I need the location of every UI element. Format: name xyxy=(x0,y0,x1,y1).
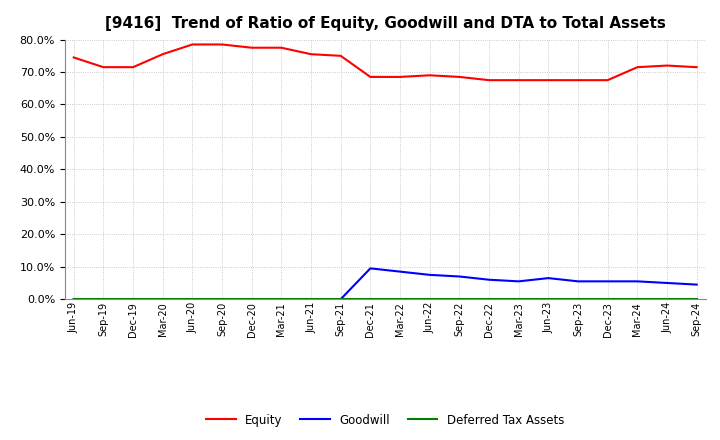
Deferred Tax Assets xyxy=(277,297,286,302)
Deferred Tax Assets xyxy=(485,297,493,302)
Equity xyxy=(603,77,612,83)
Equity xyxy=(574,77,582,83)
Equity xyxy=(158,51,167,57)
Deferred Tax Assets xyxy=(396,297,405,302)
Goodwill xyxy=(426,272,434,278)
Deferred Tax Assets xyxy=(426,297,434,302)
Legend: Equity, Goodwill, Deferred Tax Assets: Equity, Goodwill, Deferred Tax Assets xyxy=(207,414,564,427)
Goodwill xyxy=(69,297,78,302)
Goodwill xyxy=(544,275,553,281)
Goodwill xyxy=(662,280,671,286)
Goodwill xyxy=(188,297,197,302)
Equity xyxy=(248,45,256,50)
Deferred Tax Assets xyxy=(574,297,582,302)
Deferred Tax Assets xyxy=(188,297,197,302)
Deferred Tax Assets xyxy=(514,297,523,302)
Deferred Tax Assets xyxy=(217,297,226,302)
Deferred Tax Assets xyxy=(248,297,256,302)
Equity xyxy=(426,73,434,78)
Goodwill xyxy=(514,279,523,284)
Deferred Tax Assets xyxy=(455,297,464,302)
Line: Equity: Equity xyxy=(73,44,697,80)
Line: Goodwill: Goodwill xyxy=(73,268,697,299)
Deferred Tax Assets xyxy=(693,297,701,302)
Equity xyxy=(485,77,493,83)
Deferred Tax Assets xyxy=(336,297,345,302)
Goodwill xyxy=(336,297,345,302)
Equity xyxy=(514,77,523,83)
Deferred Tax Assets xyxy=(603,297,612,302)
Goodwill xyxy=(99,297,108,302)
Goodwill xyxy=(455,274,464,279)
Deferred Tax Assets xyxy=(158,297,167,302)
Goodwill xyxy=(248,297,256,302)
Equity xyxy=(633,65,642,70)
Deferred Tax Assets xyxy=(544,297,553,302)
Equity xyxy=(99,65,108,70)
Goodwill xyxy=(485,277,493,282)
Goodwill xyxy=(574,279,582,284)
Deferred Tax Assets xyxy=(366,297,374,302)
Goodwill xyxy=(217,297,226,302)
Equity xyxy=(336,53,345,59)
Title: [9416]  Trend of Ratio of Equity, Goodwill and DTA to Total Assets: [9416] Trend of Ratio of Equity, Goodwil… xyxy=(105,16,665,32)
Deferred Tax Assets xyxy=(129,297,138,302)
Goodwill xyxy=(603,279,612,284)
Goodwill xyxy=(693,282,701,287)
Equity xyxy=(188,42,197,47)
Deferred Tax Assets xyxy=(662,297,671,302)
Equity xyxy=(277,45,286,50)
Deferred Tax Assets xyxy=(69,297,78,302)
Goodwill xyxy=(277,297,286,302)
Goodwill xyxy=(633,279,642,284)
Equity xyxy=(217,42,226,47)
Equity xyxy=(455,74,464,80)
Equity xyxy=(366,74,374,80)
Goodwill xyxy=(158,297,167,302)
Equity xyxy=(662,63,671,68)
Equity xyxy=(544,77,553,83)
Deferred Tax Assets xyxy=(633,297,642,302)
Deferred Tax Assets xyxy=(99,297,108,302)
Goodwill xyxy=(396,269,405,274)
Goodwill xyxy=(366,266,374,271)
Equity xyxy=(307,51,315,57)
Equity xyxy=(693,65,701,70)
Equity xyxy=(69,55,78,60)
Goodwill xyxy=(129,297,138,302)
Equity xyxy=(129,65,138,70)
Equity xyxy=(396,74,405,80)
Goodwill xyxy=(307,297,315,302)
Deferred Tax Assets xyxy=(307,297,315,302)
